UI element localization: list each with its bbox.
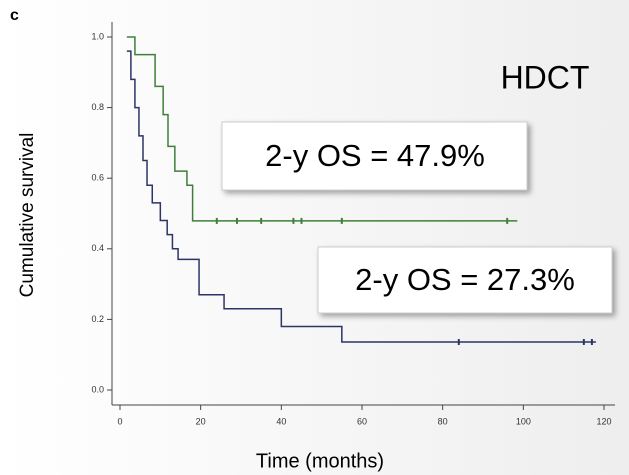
annotation-box bbox=[317, 246, 613, 314]
x-tick-label: 40 bbox=[276, 416, 286, 426]
x-axis-label: Time (months) bbox=[256, 450, 384, 472]
x-tick-label: 20 bbox=[196, 416, 206, 426]
panel-label: c bbox=[10, 7, 19, 24]
y-axis-label: Cumulative survival bbox=[17, 133, 38, 298]
annotation: 2-y OS = 27.3% bbox=[355, 262, 575, 297]
survival-curve bbox=[126, 36, 518, 222]
y-tick-label: 0.4 bbox=[91, 243, 104, 253]
annotation-box bbox=[221, 121, 528, 191]
y-tick-label: 1.0 bbox=[91, 31, 104, 41]
x-tick-label: 60 bbox=[357, 416, 367, 426]
y-tick-label: 0.8 bbox=[91, 102, 104, 112]
plot-area: 0.0 0.2 0.4 0.6 0.8 1.0 0 20 40 60 80 100 120 bbox=[91, 22, 615, 426]
x-tick-label: 0 bbox=[117, 416, 122, 426]
y-tick-label: 0.6 bbox=[91, 173, 104, 183]
survival-curve bbox=[126, 50, 596, 343]
x-tick-label: 80 bbox=[438, 416, 448, 426]
y-tick-label: 0.2 bbox=[91, 314, 104, 324]
y-tick-label: 0.0 bbox=[91, 384, 104, 394]
annotation: HDCT bbox=[501, 59, 590, 95]
annotation: 2-y OS = 47.9% bbox=[265, 138, 485, 173]
x-tick-label: 120 bbox=[596, 416, 611, 426]
x-tick-label: 100 bbox=[516, 416, 531, 426]
